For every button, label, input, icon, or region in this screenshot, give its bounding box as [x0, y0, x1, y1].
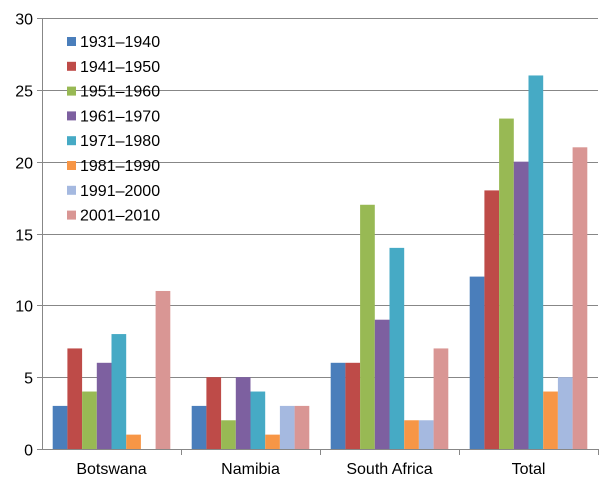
legend-swatch — [67, 210, 76, 220]
bar — [484, 190, 500, 449]
bar — [330, 362, 346, 449]
legend-label: 1981–1990 — [80, 158, 160, 175]
legend-label: 1941–1950 — [80, 59, 160, 76]
bar — [418, 420, 434, 449]
bar — [235, 377, 251, 449]
bar — [513, 161, 529, 449]
x-tick-label: Total — [512, 461, 546, 477]
bar — [433, 348, 449, 449]
y-tick-label: 0 — [24, 443, 33, 460]
y-tick-label: 20 — [15, 156, 33, 173]
bar — [279, 405, 295, 449]
axes — [37, 18, 599, 455]
legend: 1931–1940 1941–1950 1951–1960 1961–1970 1971… — [67, 34, 160, 225]
legend-label: 1951–1960 — [80, 84, 160, 101]
bar — [191, 405, 207, 449]
y-tick-label: 10 — [15, 299, 33, 316]
y-tick-label: 25 — [15, 84, 33, 101]
bars — [52, 75, 588, 450]
bar — [67, 348, 83, 449]
y-tick-label: 30 — [15, 12, 33, 29]
legend-label: 2001–2010 — [80, 208, 160, 225]
x-tick-label: Botswana — [76, 461, 146, 477]
y-tick-label: 5 — [24, 371, 33, 388]
bar — [404, 420, 419, 449]
bar — [52, 405, 68, 449]
legend-label: 1931–1940 — [80, 34, 160, 51]
bar — [82, 391, 97, 449]
bar — [499, 118, 514, 450]
bar — [155, 290, 171, 449]
bar — [294, 405, 310, 449]
x-tick-label: Namibia — [221, 461, 280, 477]
bar — [111, 334, 127, 449]
x-tick-label: South Africa — [346, 461, 432, 477]
bar — [528, 75, 544, 449]
bar — [126, 434, 141, 449]
legend-swatch — [67, 161, 76, 170]
bar — [360, 204, 375, 449]
legend-label: 1971–1980 — [80, 133, 160, 150]
bar — [572, 147, 588, 450]
bar — [206, 377, 222, 449]
bar — [345, 362, 361, 449]
bar — [543, 391, 558, 449]
legend-swatch — [67, 86, 76, 96]
legend-swatch — [67, 37, 76, 46]
bar — [469, 276, 485, 449]
x-tick-labels: Botswana Namibia South Africa Total — [76, 461, 545, 477]
legend-label: 1961–1970 — [80, 108, 160, 125]
bar — [389, 247, 405, 449]
bar — [96, 362, 112, 449]
bar — [374, 319, 390, 449]
y-tick-labels: 0 5 10 15 20 25 30 — [15, 12, 33, 460]
bar — [221, 420, 236, 449]
legend-swatch — [67, 185, 76, 195]
legend-swatch — [67, 136, 76, 146]
y-tick-label: 15 — [15, 228, 33, 245]
legend-label: 1991–2000 — [80, 183, 160, 200]
bar — [250, 391, 266, 449]
bar — [265, 434, 280, 449]
legend-swatch — [67, 111, 76, 121]
legend-swatch — [67, 61, 76, 71]
bar — [557, 377, 573, 449]
